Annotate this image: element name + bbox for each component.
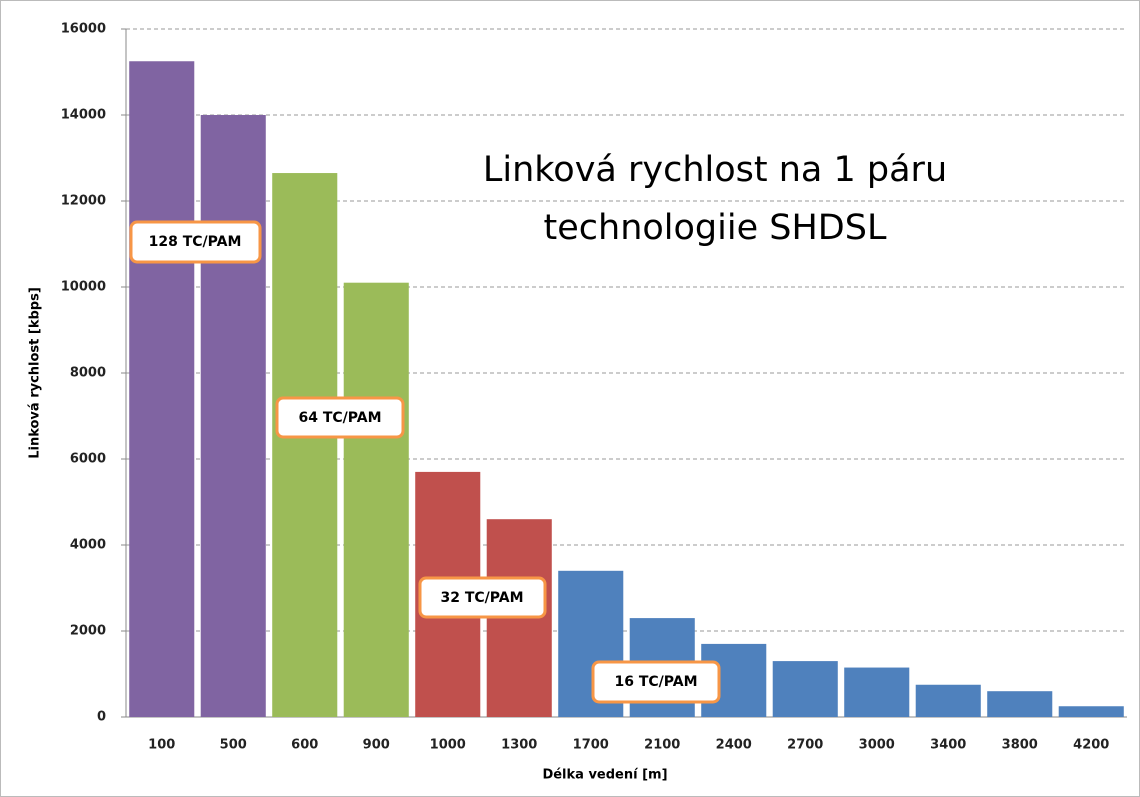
chart-title: Linková rychlost na 1 páru [483,150,947,190]
x-tick-label: 900 [363,738,390,753]
annotation-box [129,220,262,264]
chart-title: technologiie SHDSL [544,208,887,248]
bar [129,61,195,717]
bar [1058,706,1124,717]
x-tick-label: 3800 [1002,738,1038,753]
bar [772,661,838,717]
y-tick-label: 12000 [61,194,106,209]
annotation: 32 TC/PAM [418,576,547,619]
annotation-box [418,576,547,619]
x-tick-label: 3400 [930,738,966,753]
bar [987,691,1053,717]
annotation-text: 32 TC/PAM [440,590,523,606]
x-tick-label: 500 [220,738,247,753]
y-axis-label: Linková rychlost [kbps] [28,287,43,459]
bar [272,173,338,718]
y-tick-label: 8000 [70,366,106,381]
annotation: 128 TC/PAM [129,220,262,264]
x-tick-label: 1300 [501,738,537,753]
bars [129,61,1124,718]
annotation-text: 64 TC/PAM [298,410,381,426]
y-tick-label: 10000 [61,280,106,295]
y-tick-label: 2000 [70,624,106,639]
x-tick-label: 600 [291,738,318,753]
x-axis-label: Délka vedení [m] [542,768,667,783]
y-tick-label: 14000 [61,108,106,123]
y-tick-label: 6000 [70,452,106,467]
y-tick-label: 16000 [61,22,106,37]
annotation: 64 TC/PAM [275,396,405,439]
x-tick-label: 2100 [644,738,680,753]
x-tick-label: 2700 [787,738,823,753]
bar [844,667,910,717]
annotation-text: 16 TC/PAM [614,674,697,690]
annotation-text: 128 TC/PAM [149,234,242,250]
annotation-box [591,660,721,704]
y-tick-label: 4000 [70,538,106,553]
bar [915,684,981,717]
x-tick-label: 3000 [859,738,895,753]
annotation-box [275,396,405,439]
bar [200,115,266,717]
y-tick-label: 0 [97,710,106,725]
x-tick-label: 100 [148,738,175,753]
x-tick-label: 1700 [573,738,609,753]
x-tick-label: 1000 [430,738,466,753]
x-tick-label: 2400 [716,738,752,753]
x-tick-label: 4200 [1073,738,1109,753]
bar [343,282,409,717]
annotation: 16 TC/PAM [591,660,721,704]
